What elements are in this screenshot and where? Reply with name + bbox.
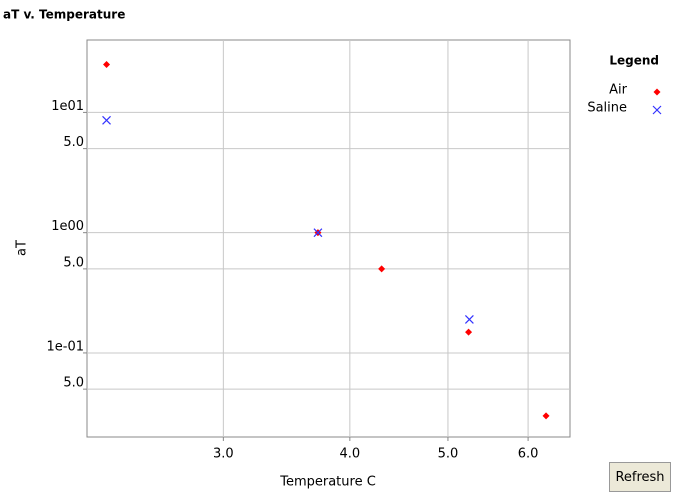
point <box>464 314 474 324</box>
y-tick-label: 5.0 <box>63 255 84 270</box>
x-axis-label: Temperature C <box>279 475 376 490</box>
point <box>378 265 386 273</box>
y-tick-label: 1e00 <box>51 219 84 234</box>
x-tick-label: 6.0 <box>518 447 539 462</box>
legend-label: Air <box>609 83 628 98</box>
y-axis-label: aT <box>15 240 30 256</box>
refresh-button[interactable]: Refresh <box>609 462 671 492</box>
point <box>465 328 473 336</box>
legend-title: Legend <box>609 54 659 68</box>
x-tick-label: 3.0 <box>213 447 234 462</box>
x-tick-label: 5.0 <box>438 447 459 462</box>
x-tick-label: 4.0 <box>339 447 360 462</box>
point <box>102 115 111 125</box>
y-tick-label: 5.0 <box>63 135 84 150</box>
point <box>103 61 111 69</box>
y-tick-label: 5.0 <box>63 376 84 391</box>
legend-label: Saline <box>587 101 627 116</box>
plot-area <box>86 39 571 438</box>
y-tick-label: 1e-01 <box>46 339 84 354</box>
legend-marker <box>652 105 662 115</box>
legend-marker <box>653 88 661 96</box>
point <box>542 412 550 420</box>
chart-title: aT v. Temperature <box>3 8 125 22</box>
point <box>313 228 323 238</box>
y-tick-label: 1e01 <box>51 99 84 114</box>
